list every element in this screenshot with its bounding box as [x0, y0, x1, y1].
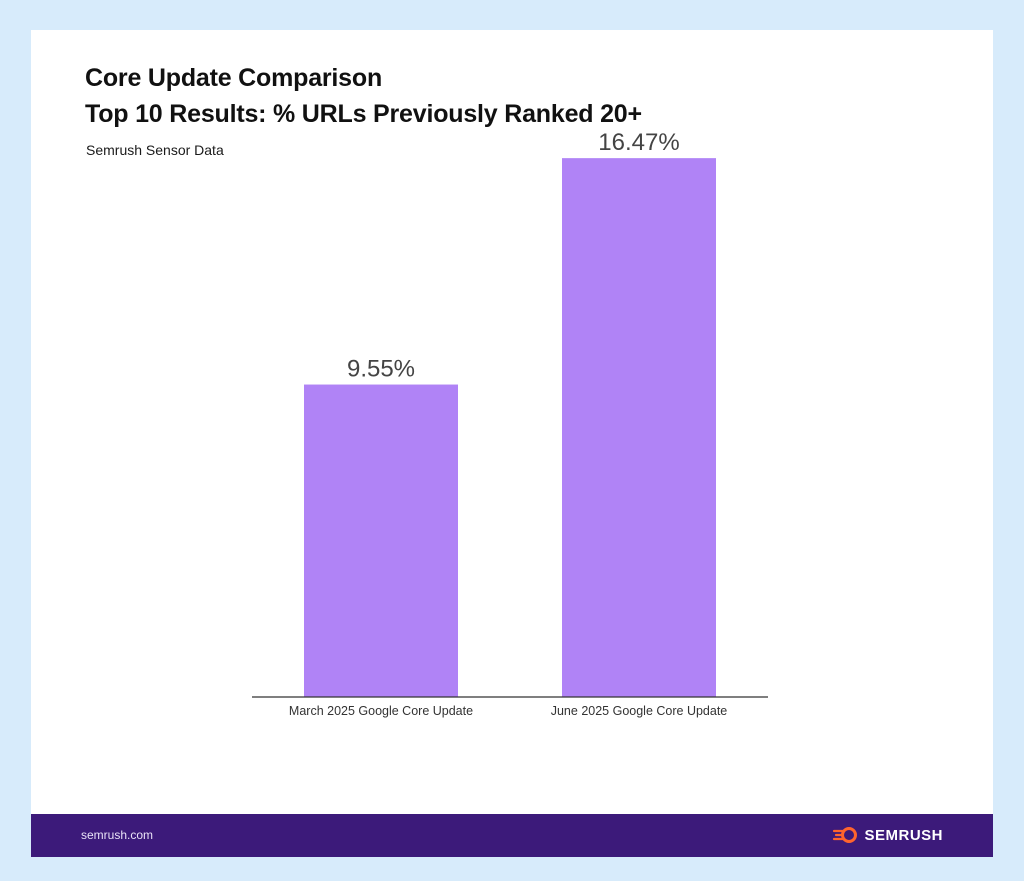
x-tick-label-0: March 2025 Google Core Update [289, 704, 473, 718]
footer-bar: semrush.com SEMRUSH [31, 814, 993, 857]
bar-chart: 9.55% March 2025 Google Core Update 16.47%… [252, 129, 768, 718]
bar-value-label-1: 16.47% [598, 129, 679, 156]
bars-group [304, 158, 716, 698]
footer-site-link[interactable]: semrush.com [81, 828, 154, 842]
bar-1 [562, 158, 716, 698]
bar-value-label-0: 9.55% [347, 356, 415, 383]
chart-card: Core Update Comparison Top 10 Results: %… [31, 30, 993, 857]
x-tick-label-1: June 2025 Google Core Update [551, 704, 728, 718]
brand-logo: SEMRUSH [832, 825, 943, 845]
chart-title: Core Update Comparison Top 10 Results: %… [85, 60, 642, 132]
bar-0 [304, 384, 458, 697]
source-label: Semrush Sensor Data [86, 142, 224, 158]
labels-group: 9.55% March 2025 Google Core Update 16.47%… [289, 129, 727, 718]
chart-title-line1: Core Update Comparison [85, 64, 383, 92]
chart-title-line2: Top 10 Results: % URLs Previously Ranked… [85, 100, 642, 128]
semrush-fireball-icon [833, 827, 858, 843]
brand-name: SEMRUSH [864, 826, 943, 844]
